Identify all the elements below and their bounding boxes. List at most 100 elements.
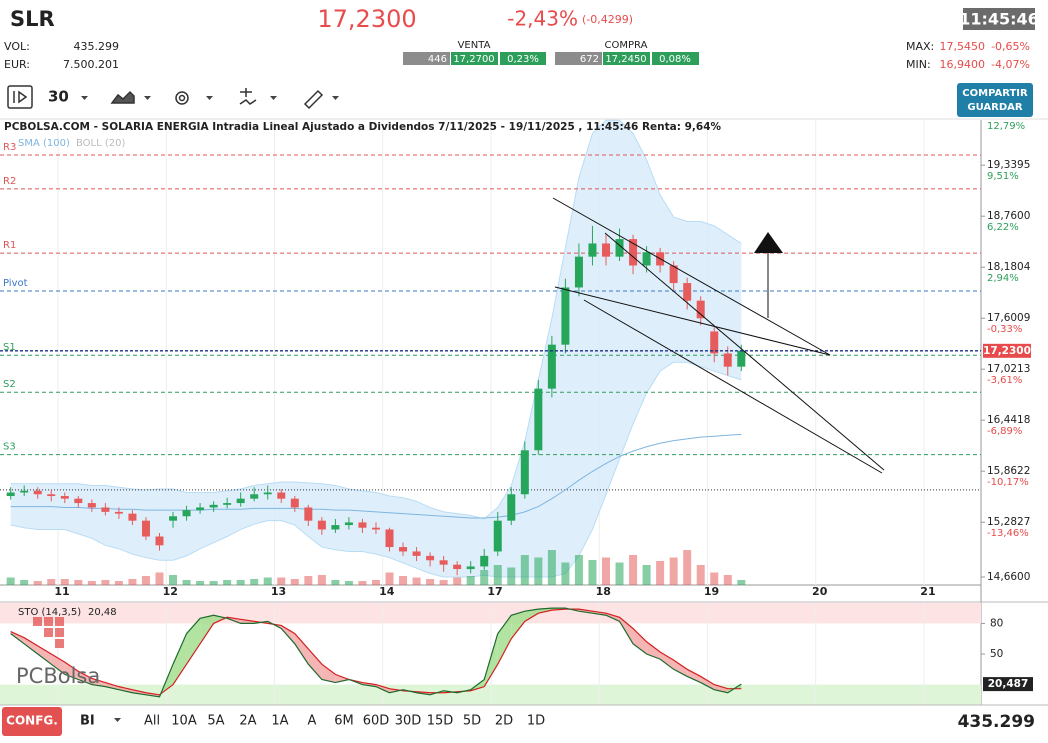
range-button[interactable]: 6M: [334, 714, 354, 729]
range-button[interactable]: 2A: [239, 714, 256, 729]
candle-body: [182, 510, 191, 517]
logo-square: [44, 617, 53, 626]
candle-body: [426, 555, 435, 561]
compra-pct-box: [652, 52, 699, 65]
change-pct: -2,43%: [507, 7, 578, 31]
icon-part: [178, 94, 186, 102]
price-plot: 11 12 13 14 17 18 19 20 21 R3 R2 R1 Pivot S1 S2 S3 19,33…: [0, 119, 1033, 705]
percent-label: -6,89%: [987, 426, 1022, 437]
toggle-icon[interactable]: [7, 85, 33, 109]
level-label: S1: [3, 342, 16, 353]
sto-fill: [78, 671, 92, 685]
candle-body: [412, 551, 421, 556]
percent-label: -10,17%: [987, 477, 1029, 488]
caret[interactable]: [206, 96, 213, 100]
volume-bar: [412, 577, 421, 585]
share-button[interactable]: [957, 83, 1033, 117]
candle-body: [547, 344, 556, 389]
icon-part: [18, 90, 28, 104]
compra-price: 17,2450: [605, 54, 646, 65]
min-pct: -4,07%: [991, 58, 1030, 71]
time-box: [963, 8, 1035, 30]
range-button[interactable]: 15D: [427, 714, 454, 729]
logo-square: [55, 617, 64, 626]
candle-body: [493, 520, 502, 552]
time: 11:45:46: [959, 10, 1039, 29]
range-button[interactable]: A: [308, 714, 317, 729]
candle-body: [588, 243, 597, 257]
sto-fill: [687, 669, 701, 683]
caret[interactable]: [114, 718, 121, 722]
indicators-icon[interactable]: [239, 88, 257, 105]
interval[interactable]: 30: [48, 88, 69, 106]
eur: 7.500.201: [63, 58, 119, 71]
venta-pct: 0,23%: [507, 54, 539, 65]
caret[interactable]: [332, 96, 339, 100]
percent-label: -3,61%: [987, 375, 1022, 386]
x-tick-label: 21: [920, 585, 935, 598]
candle-body: [723, 353, 732, 367]
sto-d-line: [10, 608, 742, 696]
candle-body: [87, 503, 96, 508]
y-tick-label: 80: [990, 617, 1003, 629]
candle-body: [155, 536, 164, 546]
sto-fill: [37, 645, 52, 665]
logo: [33, 617, 64, 648]
range-button[interactable]: 1A: [271, 714, 288, 729]
venta-price-box: [451, 52, 498, 65]
max-pct: -0,65%: [991, 40, 1030, 53]
sto-fill: [700, 676, 715, 690]
config-button[interactable]: [2, 707, 62, 736]
candle-body: [20, 490, 29, 493]
range-buttons: All 10A 5A 2A 1A A 6M 60D 30D 15D 5D 2D 1D: [144, 714, 545, 729]
volume-bar: [534, 557, 543, 585]
settings-icon[interactable]: [175, 91, 189, 105]
volume-bar: [47, 579, 56, 585]
percent-label: 9,51%: [987, 171, 1019, 182]
candle-body: [683, 283, 692, 301]
volume-bar: [277, 577, 286, 585]
volume-bar: [304, 576, 313, 585]
draw-icon[interactable]: [303, 89, 324, 110]
volume-bar: [710, 572, 719, 585]
candle-body: [331, 525, 340, 530]
candle-body: [574, 256, 583, 288]
range-button[interactable]: All: [144, 714, 160, 729]
volume-bar: [371, 580, 380, 585]
range-button[interactable]: 10A: [171, 714, 197, 729]
volume-bar: [574, 555, 583, 585]
candle-body: [399, 547, 408, 552]
footer-volume: 435.299: [958, 712, 1035, 732]
range-button[interactable]: 30D: [395, 714, 422, 729]
range-button[interactable]: 5A: [207, 714, 224, 729]
range-button[interactable]: 5D: [463, 714, 481, 729]
caret[interactable]: [81, 96, 88, 100]
logo-square: [55, 628, 64, 637]
volume-bar: [182, 580, 191, 585]
level-label: S3: [3, 442, 16, 453]
sto-last-label: 20,487: [988, 678, 1029, 690]
sto-fill: [51, 654, 65, 675]
caret[interactable]: [144, 96, 151, 100]
range-button[interactable]: 2D: [495, 714, 513, 729]
volume-bar: [33, 581, 42, 585]
mode[interactable]: BI: [80, 714, 95, 729]
trendlines: [552, 197, 885, 474]
candle-body: [101, 507, 110, 512]
volume-bar: [331, 580, 340, 585]
caret[interactable]: [270, 96, 277, 100]
volume-bar: [290, 579, 299, 585]
candle-body: [507, 494, 516, 521]
range-button[interactable]: 60D: [363, 714, 390, 729]
volume-bar: [344, 581, 353, 585]
range-button[interactable]: 1D: [527, 714, 545, 729]
candle-body: [6, 492, 15, 497]
volume-bar: [196, 581, 205, 585]
trendline: [583, 299, 883, 474]
candle-body: [290, 498, 299, 508]
arrow-head: [754, 232, 783, 253]
candle-body: [33, 490, 42, 495]
candle-body: [60, 496, 69, 499]
save-label: GUARDAR: [967, 102, 1023, 113]
chart-type-icon[interactable]: [110, 90, 135, 104]
